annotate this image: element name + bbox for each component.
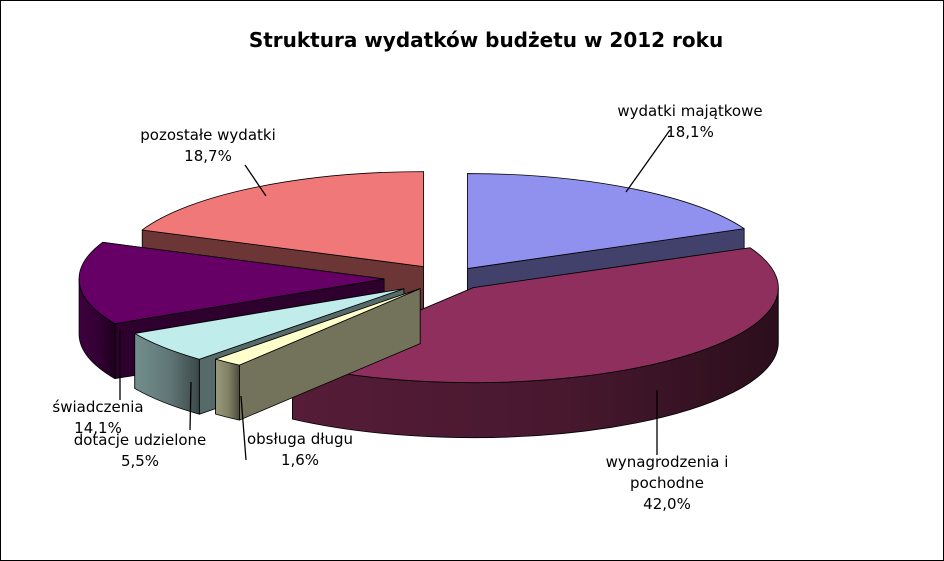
slice-label: wydatki majątkowe 18,1% bbox=[617, 102, 763, 193]
slice-label: wynagrodzenia i pochodne 42,0% bbox=[606, 390, 729, 513]
leader-line bbox=[189, 381, 192, 431]
slice-name: dotacje udzielone bbox=[74, 431, 207, 449]
slice-label-text: obsługa długu 1,6% bbox=[247, 430, 353, 469]
pie-slice-top bbox=[141, 171, 425, 267]
slice-label-text: dotacje udzielone 5,5% bbox=[74, 431, 207, 470]
slice-label-text: pozostałe wydatki 18,7% bbox=[140, 126, 276, 165]
slice-value: 1,6% bbox=[281, 451, 319, 469]
slice-value: 42,0% bbox=[643, 495, 691, 513]
pie-slice-rim bbox=[215, 358, 240, 421]
pie-slice-top bbox=[78, 241, 385, 325]
leader-line bbox=[244, 164, 267, 197]
pie-slices bbox=[78, 171, 779, 439]
leader-line bbox=[240, 395, 247, 461]
pie-slice bbox=[215, 288, 421, 421]
slice-value: 14,1% bbox=[74, 419, 122, 437]
slice-name: świadczenia bbox=[52, 398, 143, 416]
pie-slice-top bbox=[134, 288, 405, 360]
leader-line bbox=[625, 129, 671, 193]
slice-labels: wydatki majątkowe 18,1% wynagrodzenia i poc… bbox=[52, 102, 762, 513]
slice-label: świadczenia 14,1% bbox=[52, 330, 144, 437]
slice-label: obsługa długu 1,6% bbox=[240, 395, 353, 469]
slice-value: 18,7% bbox=[184, 147, 232, 165]
slice-label-text: wynagrodzenia i pochodne 42,0% bbox=[606, 453, 729, 513]
slice-name: wynagrodzenia i bbox=[606, 453, 729, 471]
slice-name: pozostałe wydatki bbox=[140, 126, 276, 144]
pie-slice-top bbox=[292, 247, 779, 384]
slice-name: wydatki majątkowe bbox=[617, 102, 762, 120]
slice-label-text: świadczenia 14,1% bbox=[52, 398, 143, 437]
pie-slice-top bbox=[215, 288, 421, 366]
slice-label: dotacje udzielone 5,5% bbox=[74, 381, 207, 470]
slice-label-text: wydatki majątkowe 18,1% bbox=[617, 102, 762, 141]
chart-title: Struktura wydatków budżetu w 2012 roku bbox=[249, 28, 723, 52]
slice-value: 18,1% bbox=[666, 123, 714, 141]
slice-name: obsługa długu bbox=[247, 430, 353, 448]
pie-slice-top bbox=[466, 173, 745, 269]
slice-value: 5,5% bbox=[121, 452, 159, 470]
slice-name: pochodne bbox=[630, 474, 704, 492]
slice-label: pozostałe wydatki 18,7% bbox=[140, 126, 276, 197]
